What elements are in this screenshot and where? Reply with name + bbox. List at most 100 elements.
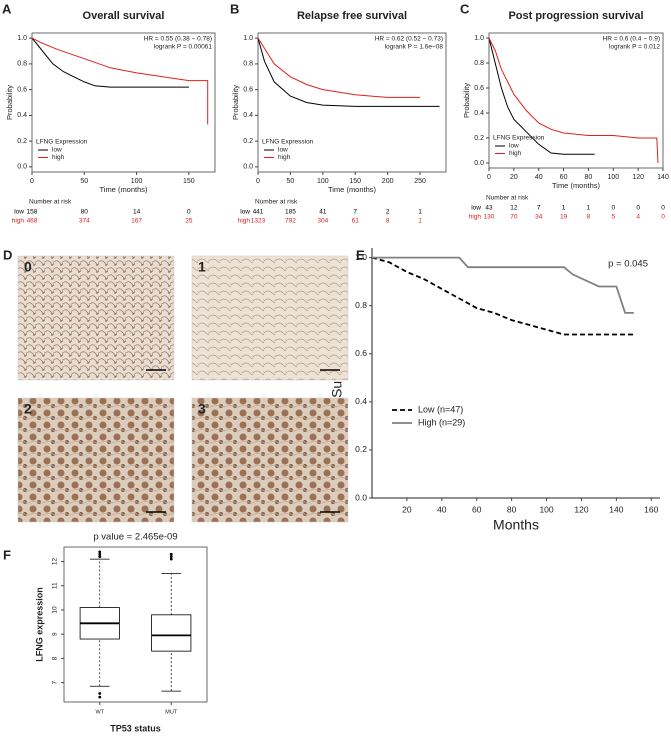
y-tick-label: 11 (52, 582, 59, 589)
legend-label: High (n=29) (418, 417, 465, 427)
image-label: 1 (198, 259, 206, 275)
risk-count: 43 (485, 205, 493, 212)
x-tick-label: 0 (487, 174, 491, 181)
risk-count: 0 (611, 205, 615, 212)
y-tick-label: 0.0 (17, 164, 27, 171)
annotation: HR = 0.6 (0.4 − 0.9) (603, 36, 660, 43)
plot-frame (31, 32, 216, 173)
annotation: HR = 0.62 (0.52 − 0.73) (375, 36, 443, 43)
legend-label: high (509, 150, 522, 157)
survival-curve (257, 37, 440, 107)
x-tick-label: 160 (644, 504, 658, 514)
y-tick-label: 0.8 (17, 61, 27, 68)
risk-count: 61 (352, 218, 360, 225)
survival-curve (257, 37, 421, 98)
annotation: p = 0.045 (608, 259, 648, 270)
y-tick-label: 0.0 (355, 492, 367, 502)
image-label: 0 (24, 259, 32, 275)
x-tick-label: 20 (510, 174, 518, 181)
box (151, 614, 192, 652)
x-axis-label: TP53 status (110, 723, 161, 733)
y-tick-label: 10 (52, 606, 59, 614)
risk-count: 167 (131, 218, 142, 225)
y-axis-label: Probability (231, 85, 240, 120)
risk-count: 441 (253, 209, 264, 216)
legend-label: high (52, 154, 65, 161)
risk-count: 12 (510, 205, 518, 212)
x-tick-label: 40 (535, 174, 543, 181)
survival-curve (488, 37, 595, 155)
risk-count: 34 (535, 214, 543, 221)
y-tick-label: 0.0 (243, 164, 253, 171)
x-axis-label: Time (months) (328, 185, 377, 194)
y-tick-label: 12 (52, 558, 59, 566)
risk-count: 5 (611, 214, 615, 221)
y-tick-label: 7 (52, 680, 59, 684)
x-tick-label: 100 (607, 174, 619, 181)
risk-count: 70 (510, 214, 518, 221)
x-tick-label: 80 (585, 174, 593, 181)
risk-row-name: low (14, 209, 24, 216)
x-tick-label: 100 (317, 178, 329, 185)
survival-curve (371, 256, 634, 336)
y-tick-label: 0.2 (355, 444, 367, 454)
y-tick-label: 0.4 (474, 110, 484, 117)
y-tick-label: 0.8 (243, 61, 253, 68)
outlier (98, 550, 102, 554)
risk-count: 0 (661, 214, 665, 221)
panel-letter: D (3, 247, 12, 262)
tissue-image (17, 255, 175, 381)
x-tick-label: 40 (437, 504, 447, 514)
annotation: logrank P = 1.6e−08 (385, 44, 444, 51)
risk-count: 158 (27, 209, 38, 216)
y-tick-label: 0.8 (355, 300, 367, 310)
risk-count: 0 (187, 209, 191, 216)
risk-count: 7 (353, 209, 357, 216)
survival-curve (372, 256, 634, 314)
outlier (169, 552, 173, 556)
x-tick-label: 60 (472, 504, 482, 514)
outlier (98, 552, 102, 556)
x-tick-label: 50 (80, 178, 88, 185)
y-tick-label: 0.6 (355, 348, 367, 358)
risk-count: 41 (319, 209, 327, 216)
x-tick-label: 0 (30, 178, 34, 185)
risk-row-name: high (238, 218, 251, 225)
outlier (98, 695, 102, 699)
survival-curve (31, 37, 209, 125)
legend-label: Low (n=47) (418, 404, 463, 414)
x-tick-label: 120 (632, 174, 644, 181)
risk-count: 19 (560, 214, 568, 221)
y-tick-label: 0.6 (17, 86, 27, 93)
risk-count: 2 (386, 209, 390, 216)
x-axis-label: Months (493, 517, 539, 533)
y-tick-label: 0.2 (474, 135, 484, 142)
y-tick-label: 8 (52, 656, 59, 660)
panel-letter: C (460, 1, 470, 16)
panel-letter: E (356, 247, 365, 262)
x-axis-label: Time (months) (99, 185, 148, 194)
y-axis-label: Probability (462, 83, 471, 118)
risk-row-name: low (471, 205, 481, 212)
y-tick-label: 1.0 (17, 35, 27, 42)
chart-title: p value = 2.465e-09 (93, 532, 177, 543)
risk-row-name: low (240, 209, 250, 216)
risk-count: 1 (587, 205, 591, 212)
y-tick-label: 1.0 (474, 35, 484, 42)
outlier (98, 692, 102, 695)
image-label: 2 (24, 401, 32, 417)
survival-curve (31, 37, 189, 88)
y-tick-label: 9 (52, 632, 59, 636)
outlier (169, 557, 173, 561)
legend-label: low (509, 143, 519, 150)
chart-title: Overall survival (83, 10, 165, 22)
panel-letter: B (230, 1, 239, 16)
tissue-image (191, 255, 349, 381)
y-tick-label: 0.2 (243, 138, 253, 145)
y-tick-label: 0.4 (355, 396, 367, 406)
y-tick-label: 0.0 (474, 160, 484, 167)
legend-label: low (52, 147, 62, 154)
